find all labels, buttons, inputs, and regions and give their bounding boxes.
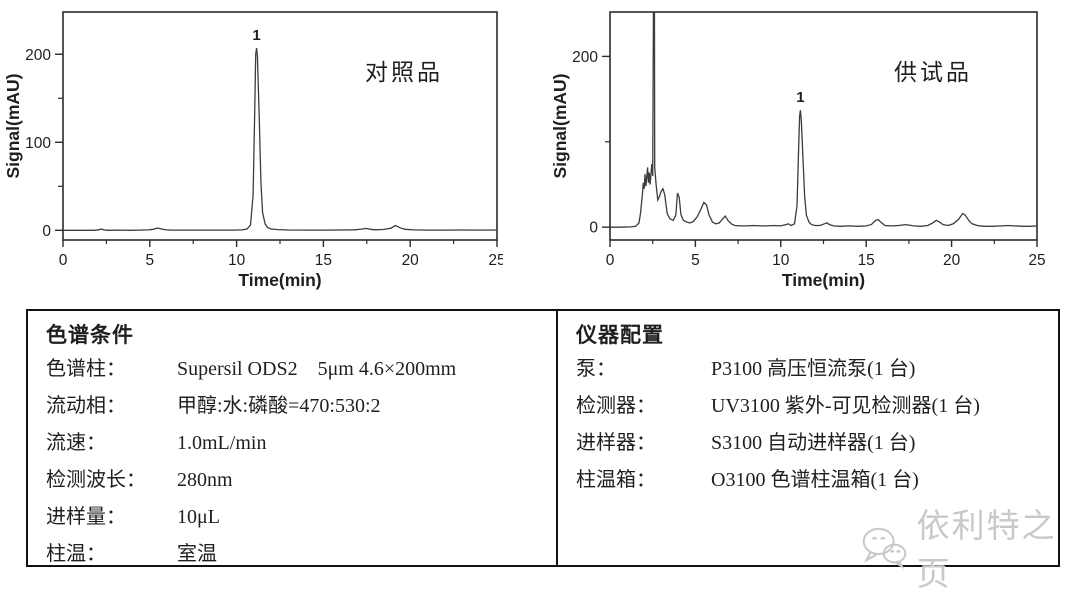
row-label: 检测器：	[576, 395, 656, 417]
row-value: 室温	[177, 543, 217, 565]
table-row: 检测器： UV3100 紫外-可见检测器(1 台)	[576, 388, 1058, 425]
y-tick-label: 0	[42, 223, 51, 240]
x-axis-title: Time(min)	[238, 270, 321, 290]
row-value: S3100 自动进样器(1 台)	[711, 432, 916, 454]
row-value: P3100 高压恒流泵(1 台)	[711, 358, 916, 380]
instruments-header: 仪器配置	[576, 323, 664, 347]
sample-chromatogram: 0 5 10 15 20 25 0 200 Time(min) Signal(mAU) 1 供试品	[540, 0, 1080, 300]
y-tick-label: 200	[25, 47, 51, 64]
instrument-rows: 泵： P3100 高压恒流泵(1 台) 检测器： UV3100 紫外-可见检测器(1 …	[576, 351, 1058, 499]
row-label: 泵：	[576, 358, 616, 380]
row-label: 进样量：	[46, 506, 126, 528]
x-tick-label: 0	[606, 252, 615, 269]
x-tick-label: 25	[1028, 252, 1045, 269]
signal-trace	[610, 12, 1037, 228]
conditions-header: 色谱条件	[46, 323, 134, 347]
table-row: 色谱柱： Supersil ODS2 5μm 4.6×200mm	[46, 351, 556, 388]
signal-trace	[63, 48, 497, 231]
row-label: 柱温：	[46, 543, 106, 565]
x-tick-label: 5	[691, 252, 700, 269]
table-row: 流速： 1.0mL/min	[46, 425, 556, 462]
conditions-rows: 色谱柱： Supersil ODS2 5μm 4.6×200mm 流动相： 甲醇:水:…	[46, 351, 556, 573]
row-value: Supersil ODS2 5μm 4.6×200mm	[177, 358, 457, 380]
row-label: 检测波长：	[46, 469, 146, 491]
y-tick-label: 0	[589, 220, 598, 237]
row-label: 色谱柱：	[46, 358, 126, 380]
y-tick-label: 100	[25, 135, 51, 152]
x-tick-label: 10	[772, 252, 790, 269]
row-value: 10μL	[177, 506, 220, 528]
reference-chromatogram-svg: 0 5 10 15 20 25 0 100 200 Time(min) Signal(mAU) 1 对照…	[3, 11, 503, 290]
table-row: 柱温箱： O3100 色谱柱温箱(1 台)	[576, 462, 1058, 499]
x-tick-label: 15	[858, 252, 875, 269]
sample-chromatogram-svg: 0 5 10 15 20 25 0 200 Time(min) Signal(mAU) 1 供试品	[550, 11, 1046, 290]
table-row: 进样量： 10μL	[46, 499, 556, 536]
row-value: 280nm	[177, 469, 233, 491]
conditions-table: 色谱条件 色谱柱： Supersil ODS2 5μm 4.6×200mm 流动相：…	[26, 309, 1060, 567]
table-row: 柱温： 室温	[46, 536, 556, 573]
row-value: UV3100 紫外-可见检测器(1 台)	[711, 395, 980, 417]
peak-label: 1	[252, 27, 260, 44]
chromatographic-conditions-cell: 色谱条件 色谱柱： Supersil ODS2 5μm 4.6×200mm 流动相：…	[28, 311, 558, 565]
y-axis-title: Signal(mAU)	[550, 74, 570, 179]
row-value: O3100 色谱柱温箱(1 台)	[711, 469, 919, 491]
watermark: 依利特之页	[860, 499, 1080, 595]
row-label: 流动相：	[46, 395, 126, 417]
x-tick-label: 5	[145, 252, 154, 269]
table-row: 检测波长： 280nm	[46, 462, 556, 499]
row-value: 1.0mL/min	[177, 432, 267, 454]
instrument-configuration-cell: 仪器配置 泵： P3100 高压恒流泵(1 台) 检测器： UV3100 紫外-可见检…	[558, 311, 1058, 565]
wechat-icon	[862, 527, 907, 570]
sample-type-label: 对照品	[365, 60, 443, 85]
x-tick-label: 0	[59, 252, 68, 269]
x-tick-label: 20	[943, 252, 961, 269]
x-axis-title: Time(min)	[782, 270, 865, 290]
watermark-text: 依利特之页	[916, 509, 1057, 593]
row-label: 柱温箱：	[576, 469, 656, 491]
y-tick-label: 200	[572, 49, 598, 66]
table-row: 进样器： S3100 自动进样器(1 台)	[576, 425, 1058, 462]
table-row: 泵： P3100 高压恒流泵(1 台)	[576, 351, 1058, 388]
x-tick-label: 15	[315, 252, 332, 269]
y-axis-title: Signal(mAU)	[3, 74, 23, 179]
sample-type-label: 供试品	[894, 60, 972, 85]
reference-chromatogram: 0 5 10 15 20 25 0 100 200 Time(min) Signal(mAU) 1 对照…	[0, 0, 503, 300]
row-label: 进样器：	[576, 432, 656, 454]
x-tick-label: 25	[488, 252, 503, 269]
plot-frame	[609, 11, 1038, 241]
x-tick-label: 10	[228, 252, 246, 269]
row-value: 甲醇:水:磷酸=470:530:2	[177, 395, 381, 417]
plot-frame	[62, 11, 498, 241]
table-row: 流动相： 甲醇:水:磷酸=470:530:2	[46, 388, 556, 425]
row-label: 流速：	[46, 432, 106, 454]
x-tick-label: 20	[402, 252, 420, 269]
peak-label: 1	[796, 89, 804, 106]
